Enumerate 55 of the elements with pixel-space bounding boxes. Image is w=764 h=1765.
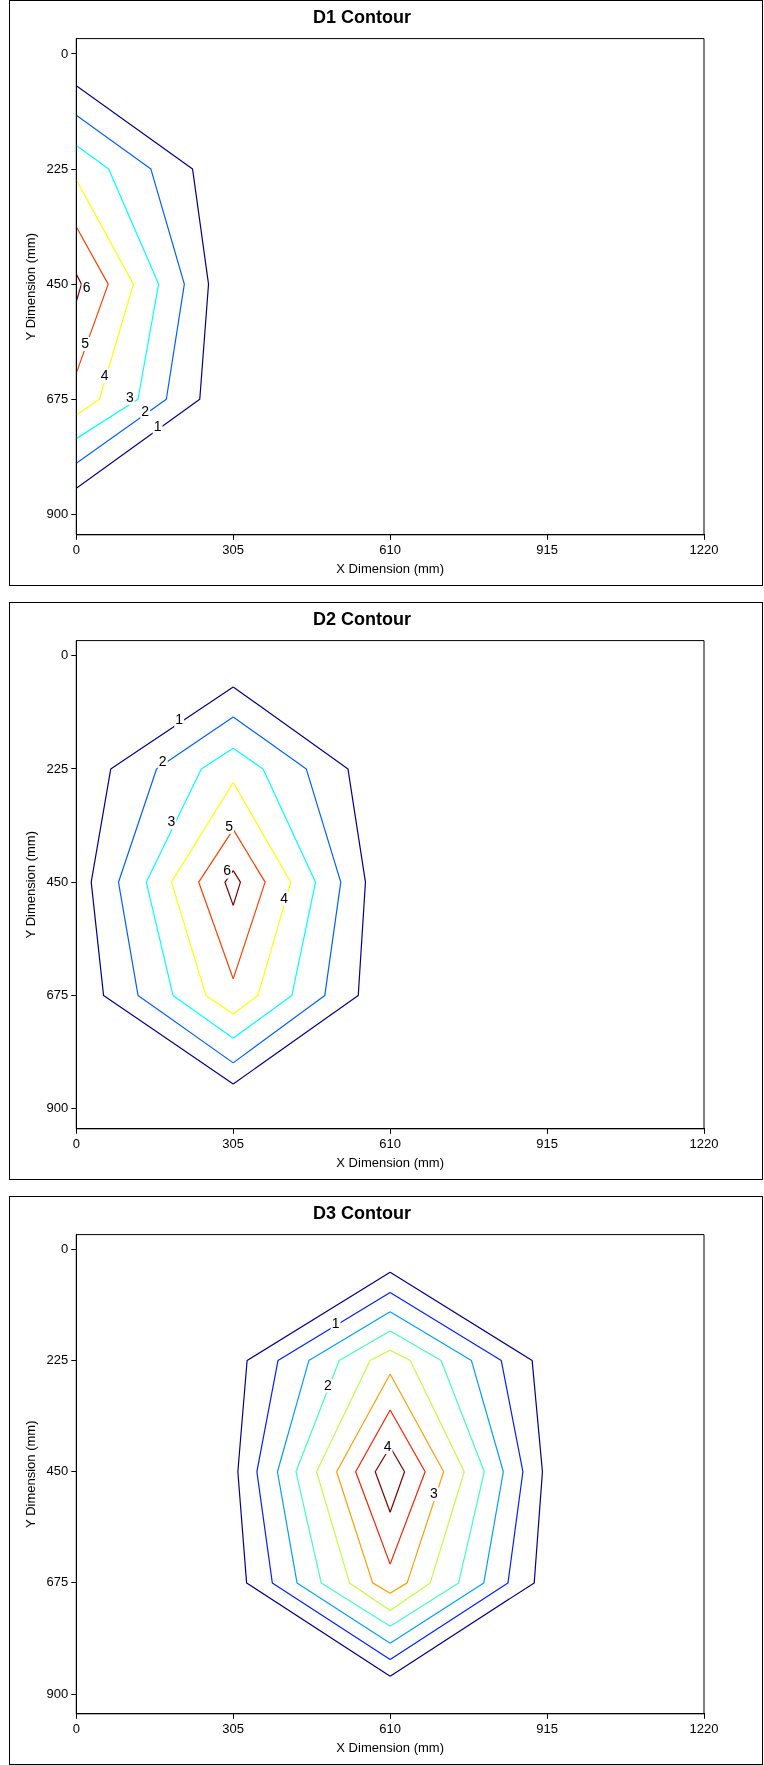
- x-tick-label: 1220: [689, 1136, 719, 1152]
- annotation: 2: [141, 403, 150, 420]
- annotation: 6: [82, 278, 91, 295]
- x-tick-label: 1220: [689, 1721, 719, 1737]
- annotation: 2: [323, 1376, 332, 1393]
- annotation: 4: [280, 889, 289, 906]
- y-tick-label: 0: [61, 647, 69, 663]
- annotation: 1: [175, 711, 184, 728]
- annotation: 3: [167, 813, 176, 830]
- x-tick-label: 0: [72, 1721, 80, 1737]
- y-tick-label: 675: [46, 390, 69, 406]
- x-tick-label: 915: [536, 1721, 558, 1737]
- y-tick-label: 450: [46, 275, 69, 291]
- annotation: 4: [383, 1437, 392, 1454]
- annotation: 3: [429, 1484, 438, 1501]
- annotation: 6: [223, 862, 232, 879]
- x-tick-label: 0: [72, 542, 80, 558]
- annotation: 5: [225, 817, 234, 834]
- chart-title: D1 Contour: [313, 6, 411, 27]
- y-tick-label: 225: [46, 760, 69, 776]
- y-tick-label: 900: [46, 1685, 69, 1701]
- chart-title: D3 Contour: [313, 1202, 411, 1223]
- x-tick-label: 610: [379, 1721, 401, 1737]
- x-tick-label: 610: [379, 1136, 401, 1152]
- x-tick-label: 1220: [689, 542, 719, 558]
- x-tick-label: 305: [222, 1721, 245, 1737]
- y-tick-label: 225: [46, 1352, 69, 1368]
- annotation: 1: [153, 418, 162, 435]
- chart-title: D2 Contour: [313, 608, 411, 629]
- y-tick-label: 0: [61, 45, 69, 61]
- x-tick-label: 305: [222, 542, 245, 558]
- y-tick-label: 900: [46, 505, 69, 521]
- x-axis-title: X Dimension (mm): [336, 560, 444, 576]
- annotation: 3: [125, 388, 134, 405]
- y-tick-label: 900: [46, 1100, 69, 1116]
- y-tick-label: 675: [46, 987, 69, 1002]
- annotation: 4: [100, 366, 109, 383]
- x-tick-label: 305: [222, 1136, 245, 1152]
- x-tick-label: 915: [536, 542, 558, 558]
- x-axis-title: X Dimension (mm): [336, 1154, 444, 1170]
- y-axis-title: Y Dimension (mm): [23, 831, 39, 939]
- x-tick-label: 915: [536, 1136, 558, 1152]
- y-axis-title: Y Dimension (mm): [23, 233, 39, 341]
- annotation: 1: [331, 1315, 340, 1332]
- y-tick-label: 450: [46, 1463, 69, 1479]
- x-axis-title: X Dimension (mm): [336, 1739, 444, 1755]
- y-axis-title: Y Dimension (mm): [23, 1420, 39, 1528]
- y-tick-label: 0: [61, 1241, 69, 1256]
- y-tick-label: 225: [46, 160, 69, 176]
- y-tick-label: 450: [46, 873, 69, 889]
- y-tick-label: 675: [46, 1574, 69, 1590]
- x-tick-label: 0: [72, 1136, 80, 1152]
- annotation: 2: [158, 753, 167, 770]
- annotation: 5: [81, 334, 90, 351]
- x-tick-label: 610: [379, 542, 401, 558]
